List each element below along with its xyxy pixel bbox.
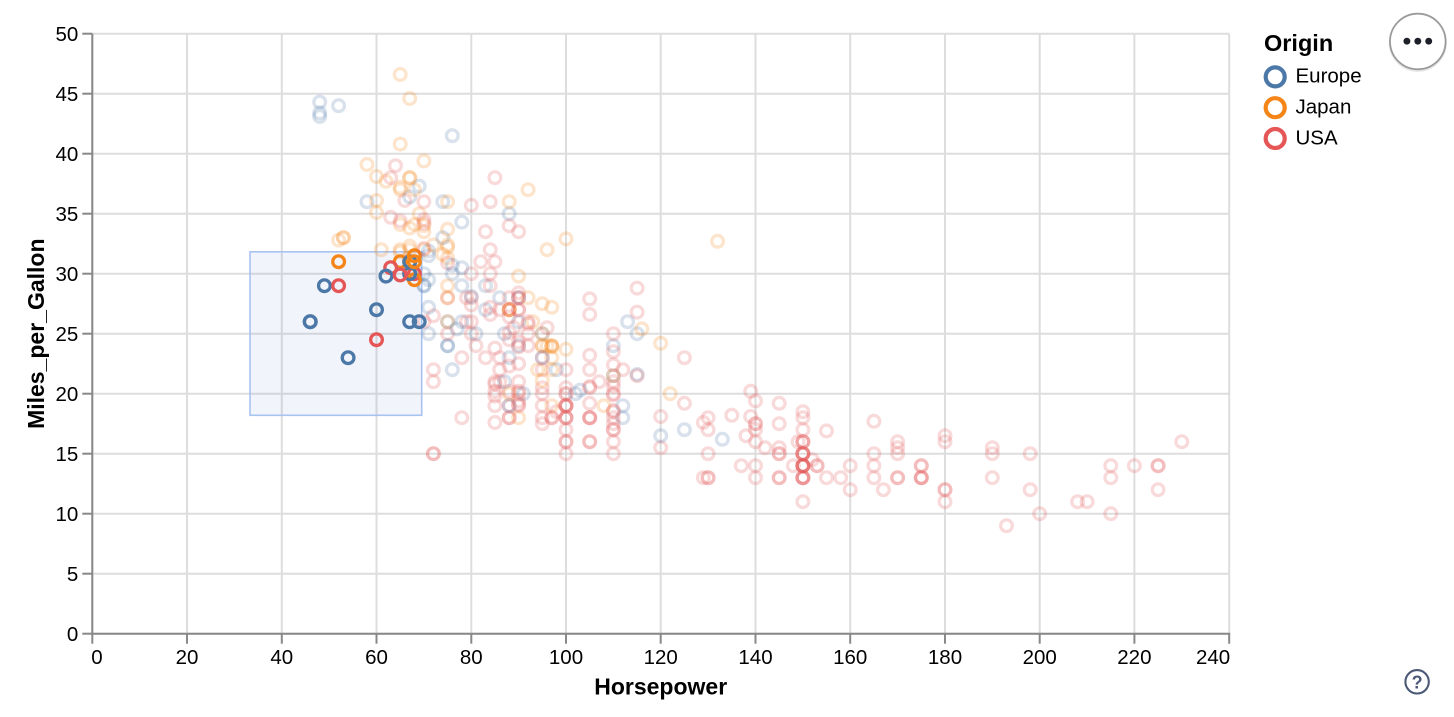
svg-text:80: 80: [460, 646, 483, 669]
svg-text:Europe: Europe: [1296, 65, 1362, 88]
svg-text:120: 120: [644, 646, 678, 669]
svg-text:Horsepower: Horsepower: [594, 674, 727, 700]
svg-text:35: 35: [55, 203, 78, 226]
svg-text:20: 20: [55, 383, 78, 406]
svg-text:100: 100: [549, 646, 583, 669]
svg-text:20: 20: [176, 646, 199, 669]
svg-text:25: 25: [55, 323, 78, 346]
svg-text:Japan: Japan: [1296, 96, 1352, 119]
svg-text:10: 10: [55, 503, 78, 526]
svg-text:30: 30: [55, 263, 78, 286]
svg-text:USA: USA: [1296, 126, 1338, 149]
svg-text:Miles_per_Gallon: Miles_per_Gallon: [23, 238, 49, 428]
svg-text:50: 50: [55, 23, 78, 46]
svg-text:15: 15: [55, 443, 78, 466]
svg-text:5: 5: [67, 563, 78, 586]
svg-text:160: 160: [833, 646, 867, 669]
svg-text:240: 240: [1196, 646, 1230, 669]
svg-text:200: 200: [1023, 646, 1057, 669]
svg-text:0: 0: [91, 646, 102, 669]
svg-text:180: 180: [928, 646, 962, 669]
svg-text:140: 140: [738, 646, 772, 669]
svg-text:Origin: Origin: [1264, 30, 1333, 56]
svg-text:40: 40: [270, 646, 293, 669]
svg-text:220: 220: [1117, 646, 1151, 669]
svg-text:45: 45: [55, 83, 78, 106]
svg-text:40: 40: [55, 143, 78, 166]
svg-text:?: ?: [1412, 672, 1423, 692]
svg-text:60: 60: [365, 646, 388, 669]
svg-text:0: 0: [67, 623, 78, 646]
